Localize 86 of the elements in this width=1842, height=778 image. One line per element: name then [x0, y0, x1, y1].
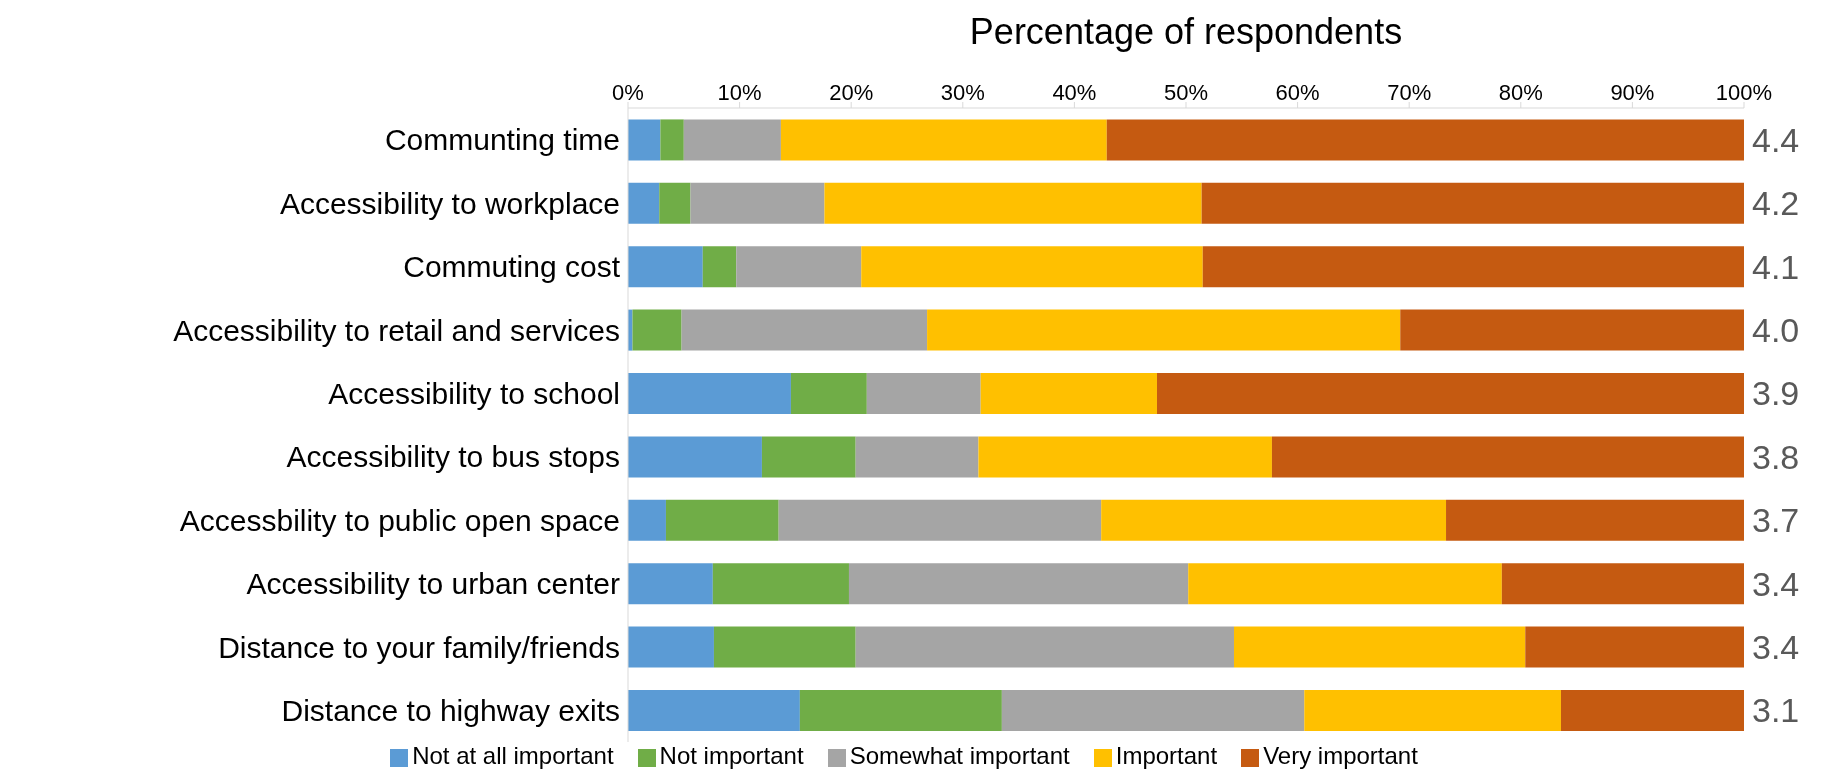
bar	[628, 499, 666, 541]
bar	[1201, 182, 1744, 224]
x-tick-label: 40%	[1052, 80, 1097, 105]
legend-label: Not at all important	[412, 742, 614, 769]
bar	[861, 246, 1203, 288]
y-tick-label: Accessibility to urban center	[246, 567, 620, 601]
y-tick-label: Accessibility to bus stops	[286, 440, 620, 474]
bar	[628, 373, 791, 415]
bar	[855, 436, 979, 478]
bar	[736, 246, 862, 288]
bar	[628, 626, 714, 668]
bar	[1106, 119, 1744, 161]
bar	[855, 626, 1234, 668]
text: 3.9	[1752, 374, 1800, 413]
text: 4.0	[1752, 310, 1800, 349]
bar	[713, 626, 856, 668]
bar	[665, 499, 779, 541]
bar	[780, 119, 1107, 161]
text: 4.4	[1752, 120, 1800, 159]
y-tick-label: Accessibility to workplace	[279, 186, 620, 220]
text: 3.4	[1752, 564, 1800, 603]
bar	[1271, 436, 1744, 478]
y-tick-label: Distance to highway exits	[281, 693, 620, 727]
text: 4.1	[1752, 247, 1800, 286]
bar	[628, 690, 800, 732]
legend-label: Not important	[659, 742, 804, 769]
bar	[799, 690, 1002, 732]
legend-label: Important	[1115, 742, 1218, 769]
text: 3.1	[1752, 691, 1800, 730]
text: 4.2	[1752, 184, 1800, 223]
bar	[790, 373, 867, 415]
y-tick-label: Communting time	[384, 123, 620, 157]
x-tick-label: 50%	[1163, 80, 1209, 105]
text: 3.7	[1752, 501, 1800, 540]
x-axis-title: Percentage of respondents	[969, 10, 1403, 52]
x-tick-label: 90%	[1610, 80, 1655, 105]
bar	[659, 182, 691, 224]
bar	[848, 563, 1189, 605]
bar	[1501, 563, 1744, 605]
text: 3.8	[1752, 437, 1800, 476]
bar	[681, 309, 928, 351]
bar	[1446, 499, 1744, 541]
bar	[761, 436, 856, 478]
text: 3.4	[1752, 627, 1800, 666]
x-tick-label: 80%	[1498, 80, 1543, 105]
x-tick-label: 60%	[1275, 80, 1320, 105]
x-tick-label: 20%	[829, 80, 874, 105]
x-tick-label: 10%	[717, 80, 762, 105]
bar	[980, 373, 1157, 415]
bar	[1188, 563, 1502, 605]
legend-label: Somewhat important	[849, 742, 1070, 769]
bar	[927, 309, 1401, 351]
bar	[660, 119, 684, 161]
bar	[628, 246, 703, 288]
y-tick-label: Accessbility to public open space	[179, 503, 620, 537]
bar	[1233, 626, 1526, 668]
bar	[628, 436, 762, 478]
y-tick-label: Distance to your family/friends	[218, 630, 620, 664]
bar	[628, 119, 661, 161]
bar	[628, 563, 713, 605]
x-tick-label: 100%	[1715, 80, 1773, 105]
bar	[1560, 690, 1744, 732]
y-tick-label: Commuting cost	[403, 250, 621, 284]
bar	[778, 499, 1102, 541]
bar	[702, 246, 737, 288]
bar	[1304, 690, 1561, 732]
bar	[978, 436, 1272, 478]
bar	[690, 182, 825, 224]
bar	[712, 563, 849, 605]
bar	[632, 309, 682, 351]
x-tick-label: 30%	[940, 80, 985, 105]
bar	[1525, 626, 1744, 668]
bar	[866, 373, 981, 415]
x-tick-label: 70%	[1387, 80, 1432, 105]
bar	[1001, 690, 1305, 732]
y-tick-label: Accessibility to school	[328, 376, 620, 410]
bar	[1156, 373, 1744, 415]
bar	[1101, 499, 1447, 541]
bar	[1202, 246, 1744, 288]
legend-label: Very important	[1263, 742, 1418, 769]
bar	[628, 182, 660, 224]
bar	[1400, 309, 1744, 351]
x-tick-label: 0%	[612, 80, 644, 105]
bar	[683, 119, 781, 161]
bar	[824, 182, 1202, 224]
y-tick-label: Accessibility to retail and services	[173, 313, 620, 347]
